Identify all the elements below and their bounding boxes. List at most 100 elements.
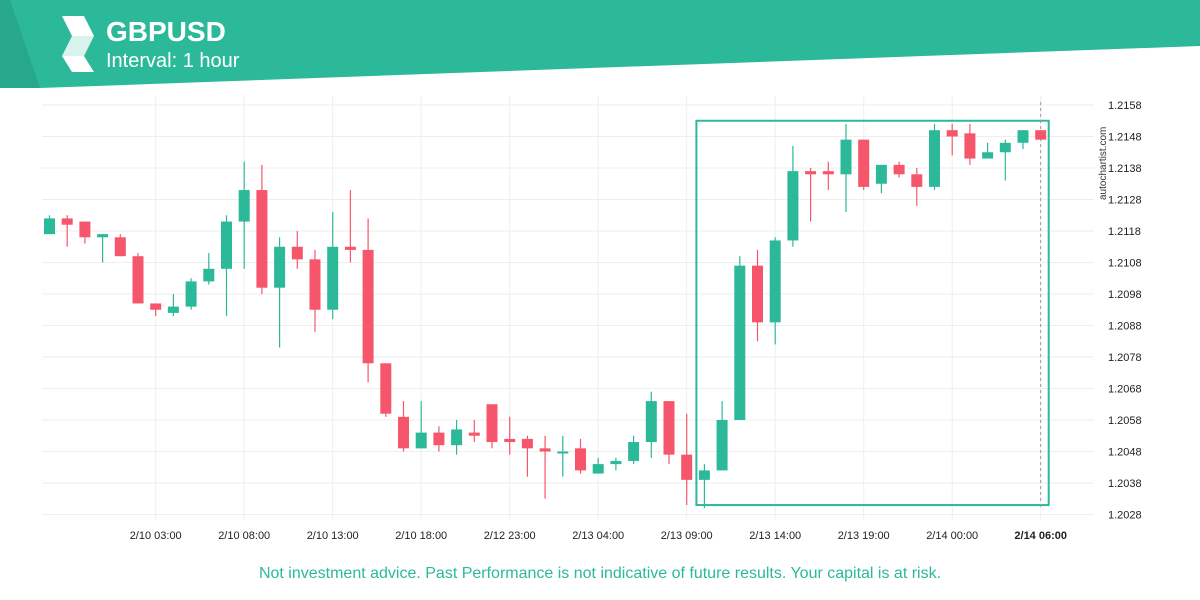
y-tick-label: 1.2088 [1108,321,1142,333]
candle [539,435,551,499]
candle-body [451,429,463,446]
x-tick-label: 2/13 14:00 [749,530,801,542]
candle-body [97,234,109,238]
candle [645,391,657,458]
candle [114,234,126,257]
candle-body [592,464,604,474]
candle-body [309,259,321,310]
candle-body [504,438,516,443]
candle-body [964,133,976,159]
candle [167,294,179,317]
candle [221,215,232,317]
x-tick-label: 2/13 04:00 [572,530,624,542]
candle [875,164,887,194]
candle [521,435,533,477]
y-tick-label: 1.2048 [1108,447,1142,459]
candle [291,231,303,269]
candle [132,253,144,304]
candle [858,139,870,191]
candle [999,139,1011,181]
disclaimer: Not investment advice. Past Performance … [258,565,942,582]
candle [468,420,480,443]
candle [734,256,746,420]
candle-body [1035,130,1047,140]
candle [575,438,586,474]
interval-label: Interval: 1 hour [106,50,240,72]
candle-body [44,218,55,235]
candle [433,426,445,452]
candle [805,168,817,222]
candle-body [256,190,268,288]
candle [274,237,286,348]
candle [628,435,640,465]
candle-body [344,246,356,250]
y-tick-label: 1.2108 [1108,258,1142,270]
candle [929,123,940,191]
candle-body [238,190,250,222]
candle-body [557,451,569,454]
candle [451,420,463,455]
candle-body [787,171,799,241]
y-tick-label: 1.2118 [1108,226,1141,238]
x-tick-label: 2/13 19:00 [838,530,890,542]
candle-body [716,420,728,471]
candle [681,413,693,506]
y-tick-label: 1.2138 [1108,163,1142,175]
y-tick-label: 1.2098 [1108,289,1142,301]
candle [344,190,356,263]
candle-body [982,152,994,159]
candle-body [185,281,197,307]
x-tick-label: 2/12 23:00 [484,530,536,542]
pattern-box [695,119,1050,507]
x-tick-label: 2/13 09:00 [661,530,713,542]
candle-body [167,306,179,313]
y-tick-label: 1.2148 [1108,132,1142,144]
candle-body [132,256,144,304]
y-tick-label: 1.2128 [1108,195,1142,207]
candle [716,401,728,471]
pattern-box-layer [695,102,1050,510]
candle [150,303,162,317]
y-tick-label: 1.2058 [1108,415,1142,427]
candle [61,215,73,247]
candle-body [681,454,693,480]
candle [256,164,268,294]
candle-body [840,139,852,175]
candle [982,142,994,159]
watermark: autochartist.com [1098,127,1109,200]
candle-body [114,237,126,257]
candle [964,123,976,165]
candle [309,249,321,332]
candle-body [575,448,586,471]
candle-body [274,246,286,288]
candle [97,234,109,263]
candle-body [663,401,675,455]
symbol-title: GBPUSD [106,16,226,47]
y-tick-label: 1.2038 [1108,478,1142,490]
candle-body [628,442,640,461]
candle-body [362,249,374,364]
candle [504,416,516,455]
candle [486,404,498,449]
x-tick-label: 2/14 06:00 [1014,530,1067,542]
candle-body [521,438,533,449]
candle-body [150,303,162,310]
candle [592,457,604,474]
candle-body [929,130,940,187]
candle-body [893,164,905,175]
x-axis: 2/10 03:00 2/10 08:00 2/10 13:00 2/10 18:00… [130,530,1067,542]
candle [203,253,215,285]
candle [185,278,197,310]
candle [893,161,905,178]
candle-body [380,363,392,414]
candle [752,249,763,342]
candle-body [468,432,480,436]
x-tick-label: 2/10 13:00 [307,530,359,542]
candle [698,464,710,509]
candle-body [486,404,498,443]
candle [840,123,852,213]
candle-body [858,139,870,187]
y-tick-label: 1.2068 [1108,384,1142,396]
x-tick-label: 2/10 08:00 [218,530,270,542]
candle-body [415,432,427,449]
